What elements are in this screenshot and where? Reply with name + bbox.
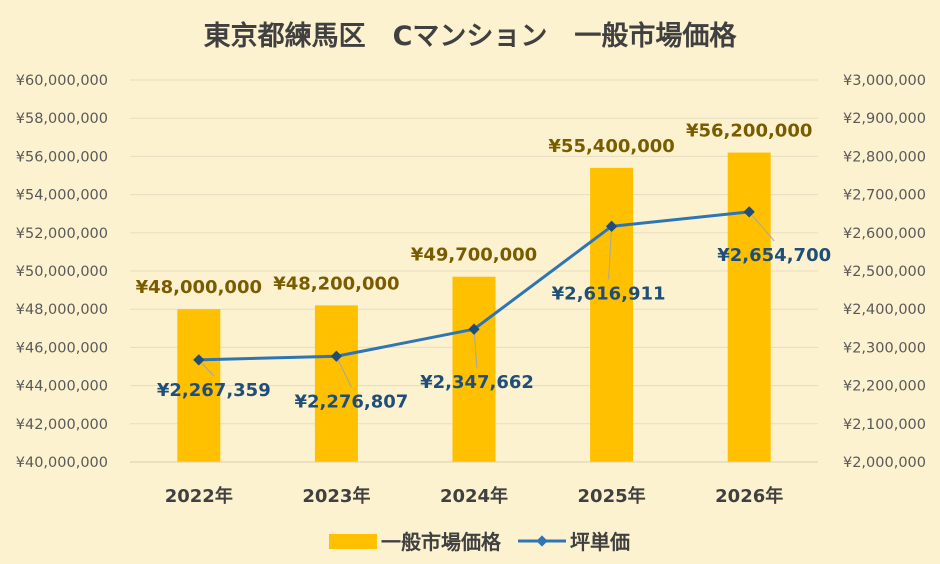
x-tick-label: 2026年: [715, 485, 783, 507]
bar-value-label: ¥56,200,000: [686, 121, 812, 142]
leader-line: [335, 356, 352, 388]
bar-value-label: ¥48,200,000: [273, 273, 399, 294]
line-point: [605, 220, 618, 232]
line-data-labels: ¥2,267,359 ¥2,276,807 ¥2,347,662 ¥2,616,911…: [157, 245, 831, 412]
line-value-label: ¥2,267,359: [157, 380, 271, 401]
left-y-tick-label: ¥40,000,000: [16, 455, 108, 471]
leader-line: [608, 226, 613, 280]
line-point: [193, 354, 205, 366]
left-y-tick-label: ¥58,000,000: [16, 111, 108, 127]
bar-series: [177, 152, 771, 463]
left-y-tick-label: ¥48,000,000: [16, 302, 108, 318]
right-y-tick-label: ¥3,000,000: [843, 73, 926, 89]
left-y-tick-label: ¥52,000,000: [16, 226, 108, 242]
line-point: [743, 206, 755, 218]
line-value-label: ¥2,616,911: [552, 283, 666, 304]
right-y-axis: ¥2,000,000 ¥2,100,000 ¥2,200,000 ¥2,300,000…: [843, 73, 926, 471]
left-y-tick-label: ¥54,000,000: [16, 188, 108, 204]
line-point: [468, 323, 480, 335]
line-point: [330, 350, 343, 362]
line-value-label: ¥2,276,807: [294, 391, 408, 412]
legend-bar-label: 一般市場価格: [381, 530, 502, 554]
legend: 一般市場価格 坪単価: [329, 530, 630, 554]
right-y-tick-label: ¥2,900,000: [843, 111, 926, 127]
line-series: [193, 206, 755, 366]
right-y-tick-label: ¥2,700,000: [843, 188, 926, 204]
right-y-tick-label: ¥2,200,000: [843, 379, 926, 395]
bar: [177, 309, 221, 462]
right-y-tick-label: ¥2,800,000: [843, 149, 926, 165]
bar: [590, 167, 634, 463]
x-axis: 2022年 2023年 2024年 2025年 2026年: [130, 461, 818, 507]
bar: [314, 305, 358, 462]
left-y-tick-label: ¥50,000,000: [16, 264, 108, 280]
legend-line-label: 坪単価: [570, 530, 630, 554]
x-tick-label: 2023年: [302, 485, 370, 507]
left-y-tick-label: ¥46,000,000: [16, 340, 108, 356]
right-y-tick-label: ¥2,300,000: [843, 340, 926, 356]
leader-line: [748, 211, 775, 242]
x-tick-label: 2025年: [578, 485, 646, 507]
chart-title: 東京都練馬区 Cマンション 一般市場価格: [204, 20, 738, 52]
line-value-label: ¥2,654,700: [717, 245, 831, 266]
bar-value-label: ¥49,700,000: [411, 245, 537, 266]
right-y-tick-label: ¥2,400,000: [843, 302, 926, 318]
line-value-label: ¥2,347,662: [420, 372, 534, 393]
right-y-tick-label: ¥2,000,000: [843, 455, 926, 471]
left-y-tick-label: ¥44,000,000: [16, 379, 108, 395]
bar-value-label: ¥55,400,000: [548, 136, 674, 157]
left-y-tick-label: ¥60,000,000: [16, 73, 108, 89]
right-y-tick-label: ¥2,500,000: [843, 264, 926, 280]
bar: [452, 276, 496, 462]
right-y-tick-label: ¥2,100,000: [843, 417, 926, 433]
bar: [727, 152, 771, 462]
left-y-tick-label: ¥56,000,000: [16, 149, 108, 165]
legend-bar-swatch: [329, 534, 377, 549]
x-tick-label: 2024年: [440, 485, 508, 507]
bar-data-labels: ¥48,000,000 ¥48,200,000 ¥49,700,000 ¥55,400…: [136, 121, 813, 299]
left-y-axis: ¥40,000,000 ¥42,000,000 ¥44,000,000 ¥46,000…: [16, 73, 108, 471]
left-y-tick-label: ¥42,000,000: [16, 417, 108, 433]
x-tick-label: 2022年: [165, 485, 233, 507]
legend-line-marker: [536, 535, 548, 547]
leader-line: [473, 329, 478, 369]
right-y-tick-label: ¥2,600,000: [843, 226, 926, 242]
bar-value-label: ¥48,000,000: [136, 277, 262, 298]
label-leader-lines: [198, 211, 775, 388]
